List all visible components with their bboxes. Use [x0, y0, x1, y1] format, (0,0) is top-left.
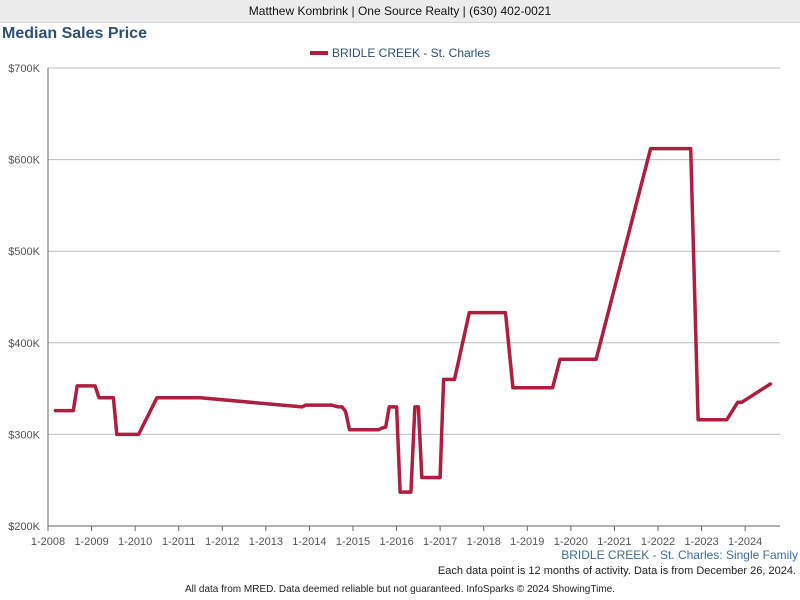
x-tick-label: 1-2022 — [641, 536, 675, 548]
x-tick-label: 1-2010 — [118, 536, 152, 548]
data-note: Each data point is 12 months of activity… — [437, 565, 796, 577]
x-tick-label: 1-2011 — [162, 536, 195, 548]
series-line-bridle-creek[interactable] — [53, 146, 773, 494]
y-tick-label: $700K — [8, 63, 40, 75]
x-tick-label: 1-2018 — [467, 536, 501, 548]
x-tick-label: 1-2012 — [205, 536, 239, 548]
y-tick-label: $200K — [8, 521, 40, 533]
tick-labels: $200K $300K $400K $500K $600K $700K 1-2008 1-20… — [8, 63, 762, 548]
y-tick-label: $500K — [8, 246, 40, 258]
x-tick-label: 1-2008 — [31, 536, 65, 548]
chart-title: Median Sales Price — [2, 25, 147, 42]
legend-label: BRIDLE CREEK - St. Charles — [331, 46, 491, 60]
agent-header-bar: Matthew Kombrink | One Source Realty | (… — [0, 0, 800, 23]
x-tick-label: 1-2020 — [554, 536, 588, 548]
gridlines — [48, 67, 780, 435]
x-tick-label: 1-2024 — [728, 536, 762, 548]
agent-line: Matthew Kombrink | One Source Realty | (… — [248, 4, 552, 18]
chart-subtitle: BRIDLE CREEK - St. Charles: Single Famil… — [561, 548, 798, 562]
y-tick-label: $600K — [8, 155, 40, 167]
axes — [47, 68, 780, 531]
footer-disclaimer: All data from MRED. Data deemed reliable… — [184, 584, 615, 595]
x-tick-label: 1-2009 — [74, 536, 108, 548]
x-tick-label: 1-2015 — [336, 536, 370, 548]
x-tick-label: 1-2021 — [597, 536, 631, 548]
x-tick-label: 1-2017 — [423, 536, 457, 548]
x-tick-label: 1-2013 — [249, 536, 283, 548]
y-tick-label: $400K — [8, 338, 40, 350]
chart-legend[interactable]: BRIDLE CREEK - St. Charles — [0, 46, 800, 60]
y-tick-label: $300K — [8, 429, 40, 441]
series-layer — [53, 146, 773, 494]
x-tick-label: 1-2016 — [379, 536, 413, 548]
x-tick-label: 1-2014 — [292, 536, 326, 548]
x-tick-label: 1-2023 — [684, 536, 718, 548]
x-tick-label: 1-2019 — [510, 536, 544, 548]
legend-swatch — [309, 50, 328, 55]
